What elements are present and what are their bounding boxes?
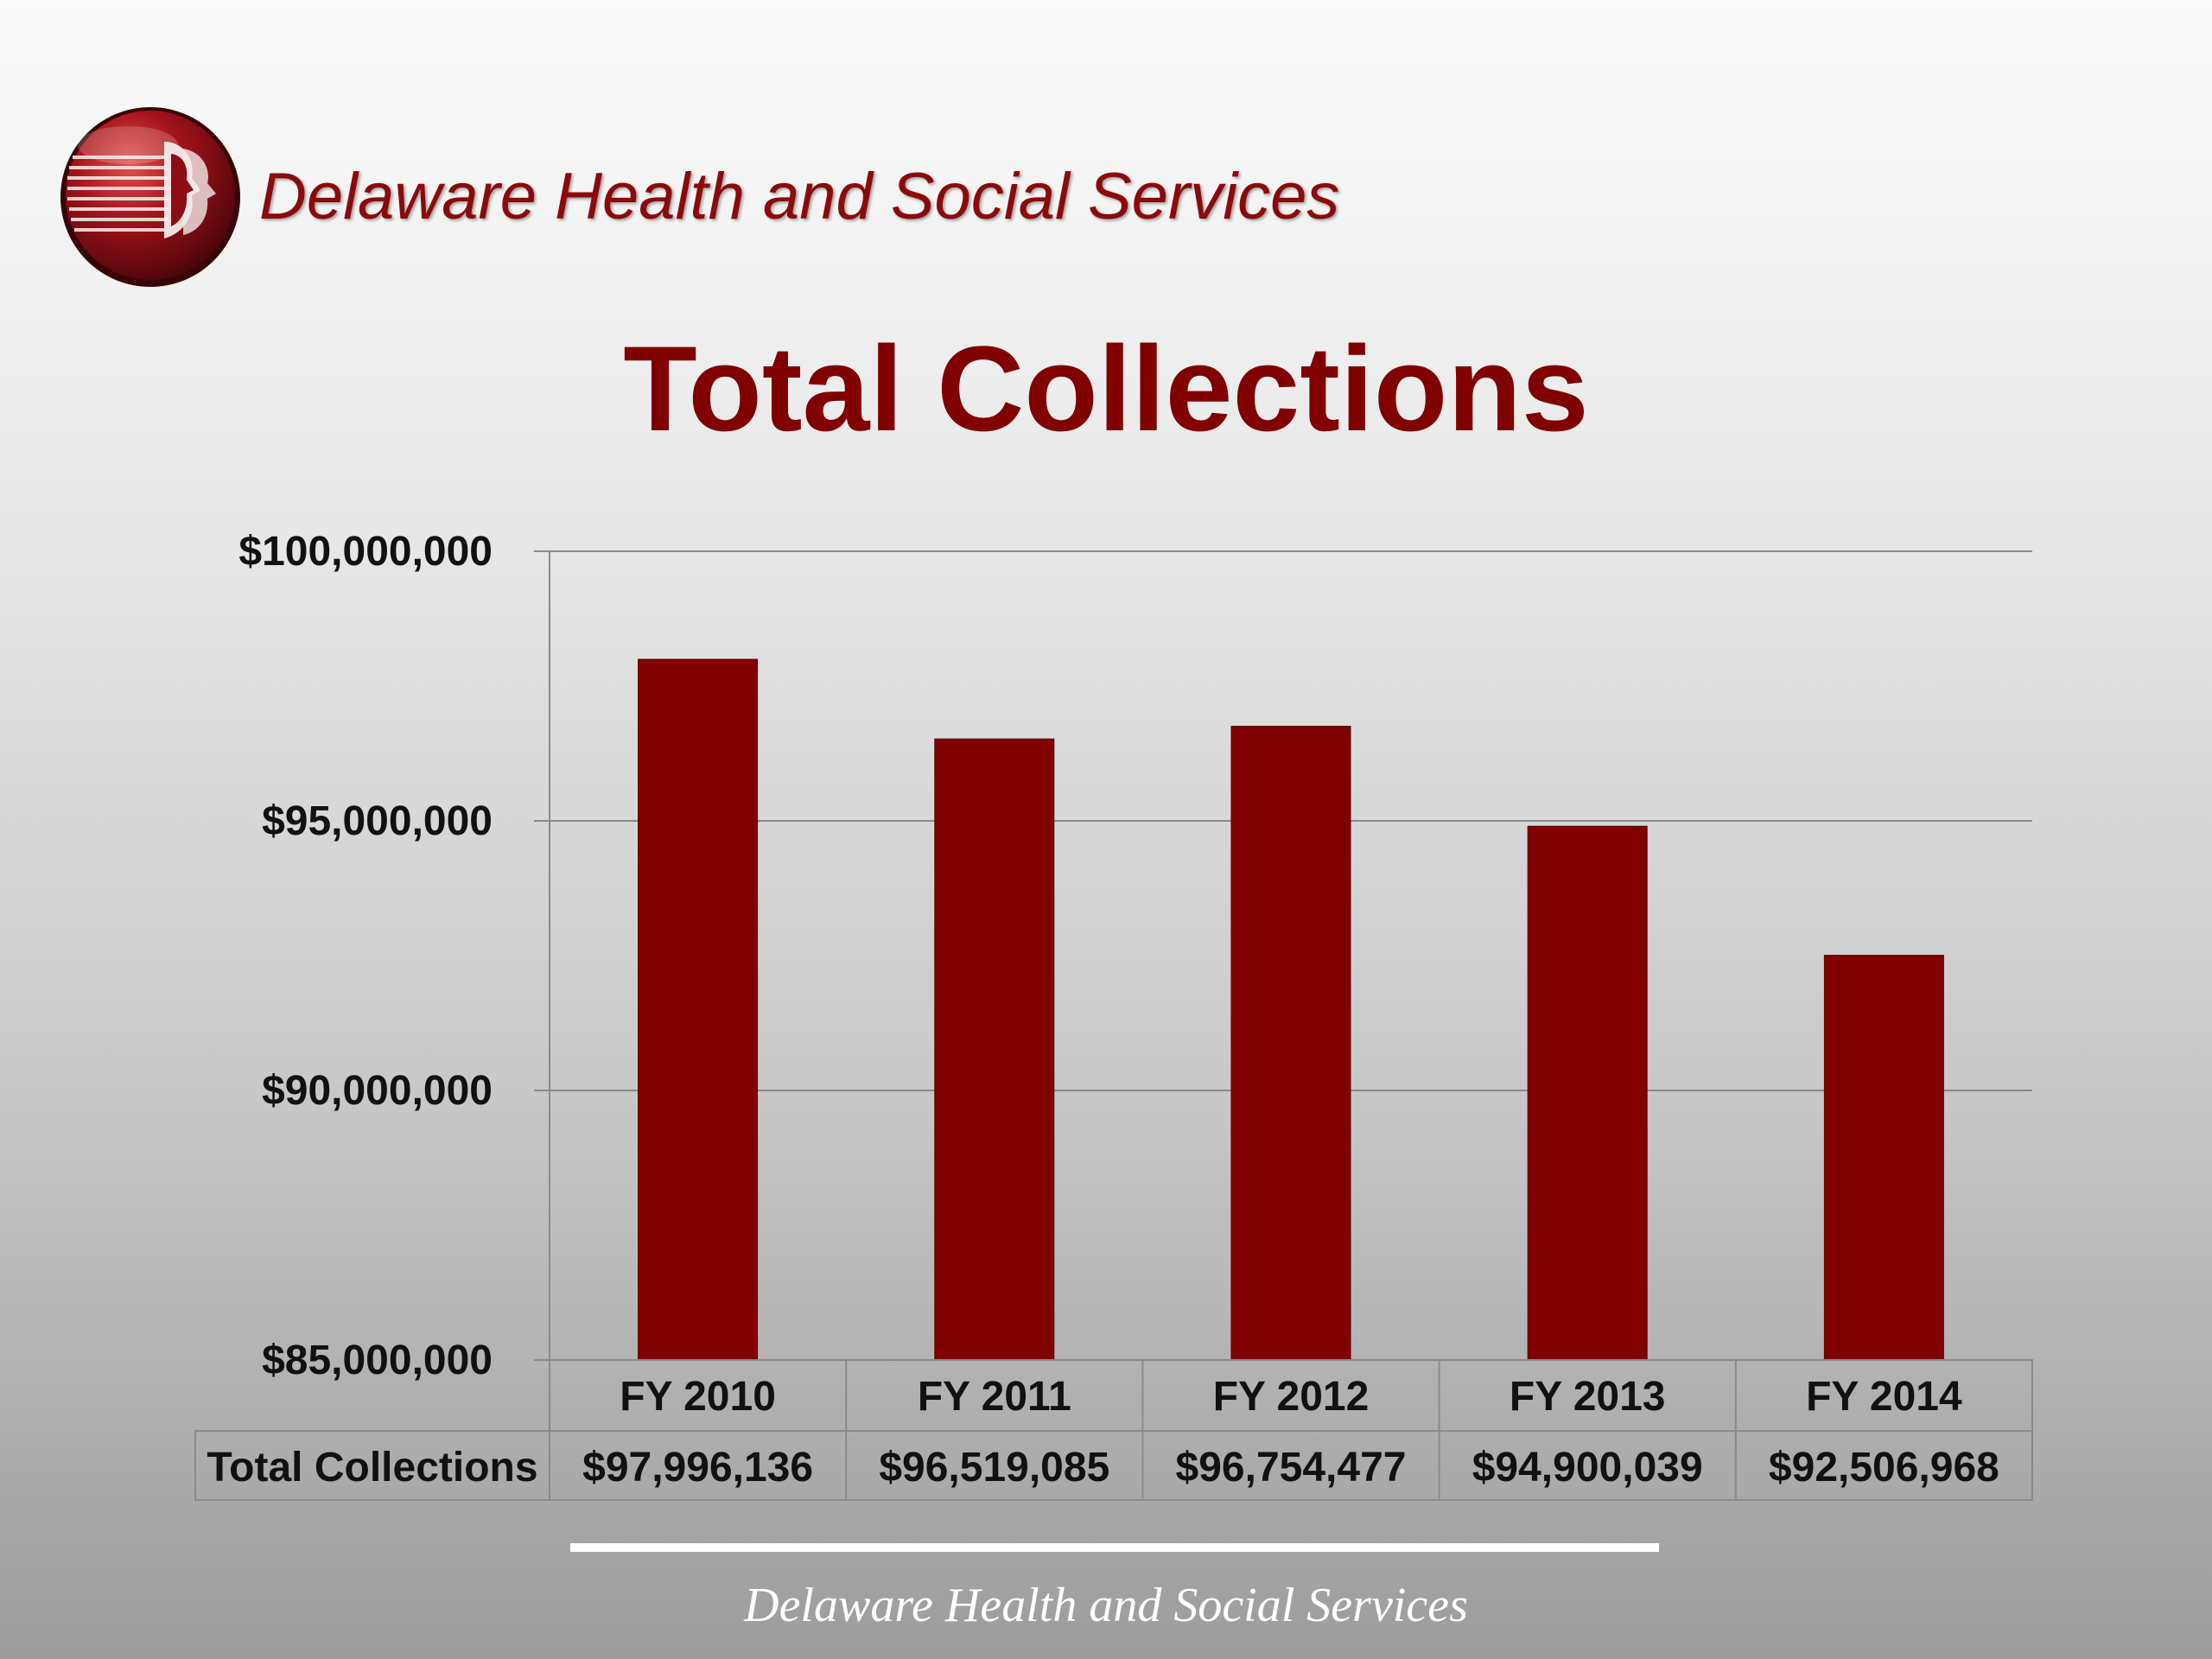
x-tick-label: FY 2014 (1806, 1374, 1962, 1420)
data-table: FY 2010 $97,996,136 FY 2011 $96,519,085 FY 2… (194, 1359, 2033, 1501)
x-tick-label: FY 2012 (1213, 1374, 1370, 1420)
table-value-cell: $96,754,477 (1176, 1445, 1407, 1491)
page-title: Total Collections (623, 321, 1589, 456)
footer-org-name: Delaware Health and Social Services (744, 1579, 1468, 1632)
table-row-label: Total Collections (207, 1445, 537, 1491)
x-tick-label: FY 2010 (620, 1374, 776, 1420)
table-value-cell: $97,996,136 (582, 1445, 813, 1491)
footer-divider (570, 1543, 1659, 1552)
y-tick-label: $85,000,000 (262, 1338, 493, 1383)
y-tick-label: $95,000,000 (262, 798, 493, 844)
org-header: Delaware Health and Social Services (259, 160, 1340, 233)
y-axis-tick-labels: $100,000,000 $95,000,000 $90,000,000 $85,00… (238, 529, 493, 1383)
table-value-cell: $92,506,968 (1769, 1445, 1999, 1491)
bar (1230, 726, 1351, 1361)
bar (1527, 825, 1648, 1361)
y-tick-label: $100,000,000 (238, 529, 493, 575)
bars (638, 658, 1944, 1361)
table-value-cell: $96,519,085 (879, 1445, 1109, 1491)
x-tick-label: FY 2011 (918, 1374, 1071, 1420)
table-value-cell: $94,900,039 (1472, 1445, 1703, 1491)
y-tick-label: $90,000,000 (262, 1068, 493, 1114)
dhss-logo-icon (60, 107, 240, 287)
bar (638, 658, 759, 1361)
x-tick-label: FY 2013 (1510, 1374, 1666, 1420)
bar (1823, 955, 1944, 1361)
bar (934, 738, 1055, 1361)
